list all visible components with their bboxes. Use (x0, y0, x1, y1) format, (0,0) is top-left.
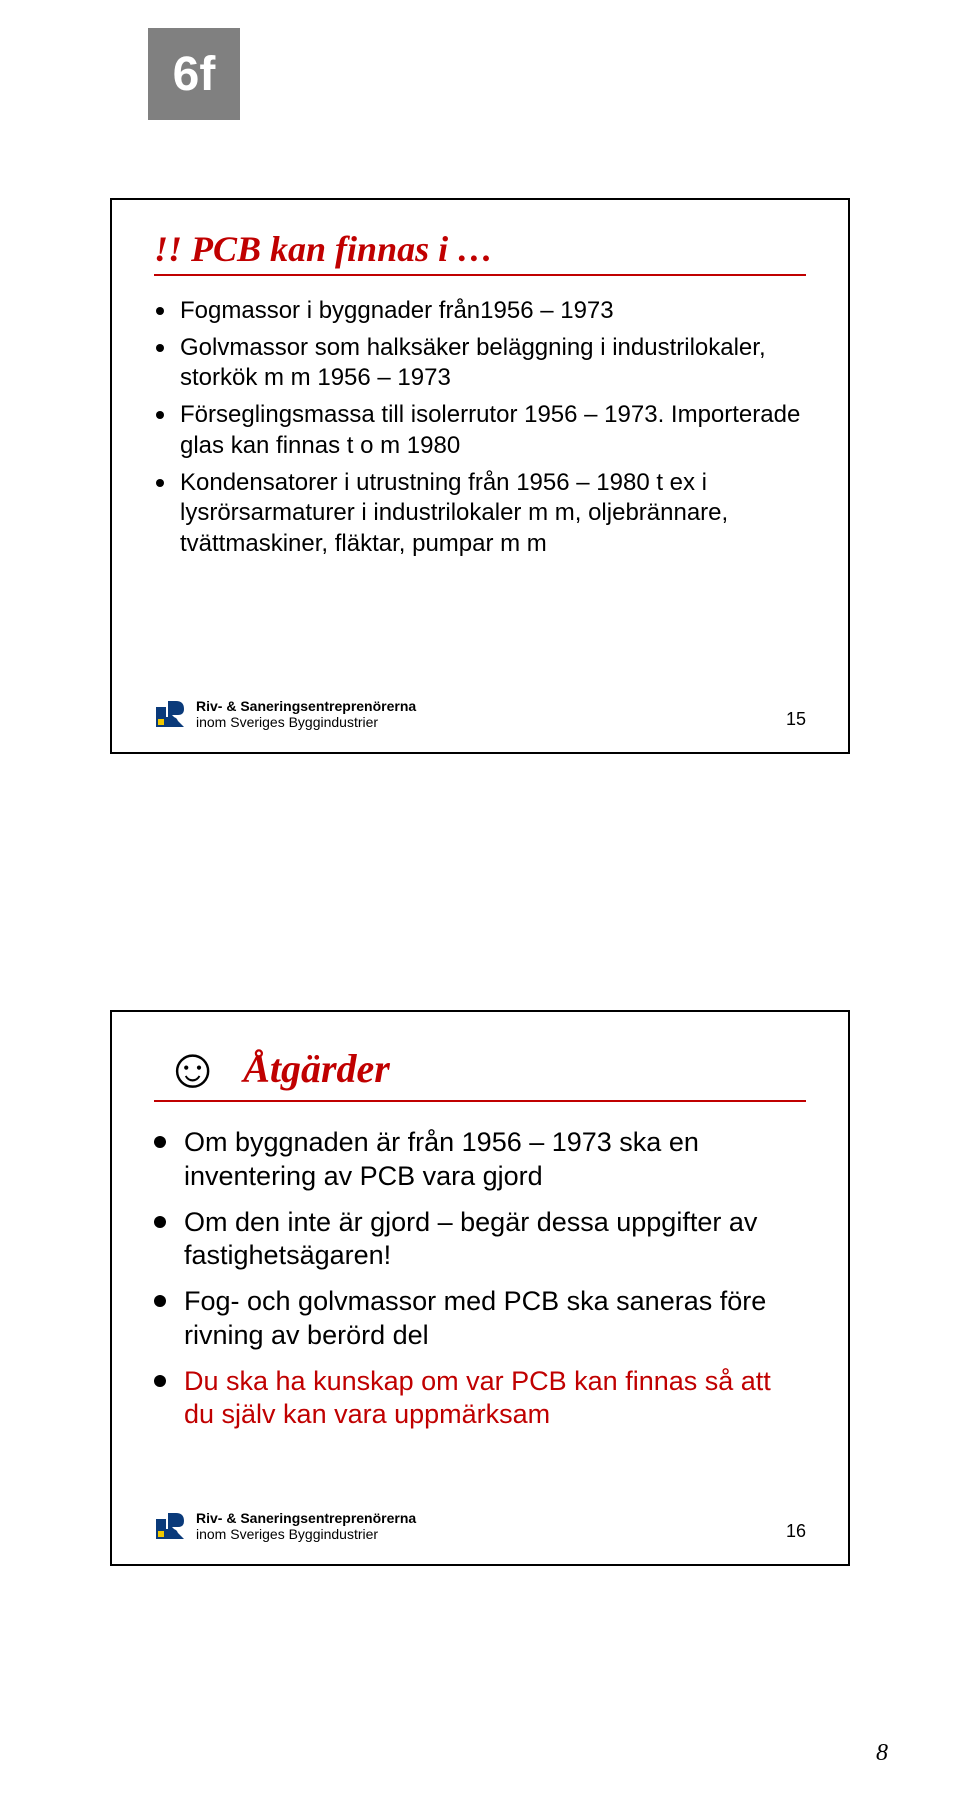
logo-line-2: inom Sveriges Byggindustrier (196, 1526, 416, 1542)
logo-line-2: inom Sveriges Byggindustrier (196, 714, 416, 730)
slide-1-bullet-list: Fogmassor i byggnader från1956 – 1973 Go… (154, 296, 806, 560)
title-underline (154, 1100, 806, 1102)
list-item: Förseglingsmassa till isolerrutor 1956 –… (154, 400, 806, 461)
list-item: Golvmassor som halksäker beläggning i in… (154, 333, 806, 394)
slide-2: ☺ Åtgärder Om byggnaden är från 1956 – 1… (110, 1010, 850, 1566)
logo-line-1: Riv- & Saneringsentreprenörerna (196, 1510, 416, 1526)
list-item: Om den inte är gjord – begär dessa uppgi… (154, 1206, 806, 1274)
slide-number: 16 (786, 1521, 806, 1542)
list-item: Du ska ha kunskap om var PCB kan finnas … (154, 1365, 806, 1433)
list-item: Fogmassor i byggnader från1956 – 1973 (154, 296, 806, 327)
title-underline (154, 274, 806, 276)
list-item: Om byggnaden är från 1956 – 1973 ska en … (154, 1126, 806, 1194)
bullet-text: Du ska ha kunskap om var PCB kan finnas … (184, 1366, 771, 1430)
slide-1-footer: Riv- & Saneringsentreprenörerna inom Sve… (154, 698, 806, 730)
bullet-text: Golvmassor som halksäker beläggning i in… (180, 334, 766, 392)
slide-1-title: !! PCB kan finnas i … (154, 228, 806, 270)
footer-logo: Riv- & Saneringsentreprenörerna inom Sve… (154, 1510, 416, 1542)
logo-text: Riv- & Saneringsentreprenörerna inom Sve… (196, 698, 416, 730)
bullet-text: Kondensatorer i utrustning från 1956 – 1… (180, 469, 728, 557)
logo-line-1: Riv- & Saneringsentreprenörerna (196, 698, 416, 714)
slide-2-title: Åtgärder (243, 1045, 390, 1092)
logo-text: Riv- & Saneringsentreprenörerna inom Sve… (196, 1510, 416, 1542)
slide-number: 15 (786, 709, 806, 730)
slide-2-title-row: ☺ Åtgärder (164, 1040, 806, 1096)
section-tab: 6f (148, 28, 240, 120)
section-tab-label: 6f (173, 47, 216, 102)
slide-1: !! PCB kan finnas i … Fogmassor i byggna… (110, 198, 850, 754)
slide-2-footer: Riv- & Saneringsentreprenörerna inom Sve… (154, 1510, 806, 1542)
bullet-text: Fog- och golvmassor med PCB ska saneras … (184, 1286, 766, 1350)
bullet-text: Förseglingsmassa till isolerrutor 1956 –… (180, 401, 800, 459)
smiley-icon: ☺ (164, 1040, 221, 1096)
list-item: Kondensatorer i utrustning från 1956 – 1… (154, 468, 806, 560)
bullet-text: Om den inte är gjord – begär dessa uppgi… (184, 1207, 757, 1271)
page-number: 8 (876, 1740, 888, 1767)
slide-2-bullet-list: Om byggnaden är från 1956 – 1973 ska en … (154, 1126, 806, 1432)
bullet-text: Om byggnaden är från 1956 – 1973 ska en … (184, 1127, 699, 1191)
list-item: Fog- och golvmassor med PCB ska saneras … (154, 1285, 806, 1353)
footer-logo: Riv- & Saneringsentreprenörerna inom Sve… (154, 698, 416, 730)
logo-icon (154, 699, 188, 729)
logo-icon (154, 1511, 188, 1541)
bullet-text: Fogmassor i byggnader från1956 – 1973 (180, 297, 614, 324)
